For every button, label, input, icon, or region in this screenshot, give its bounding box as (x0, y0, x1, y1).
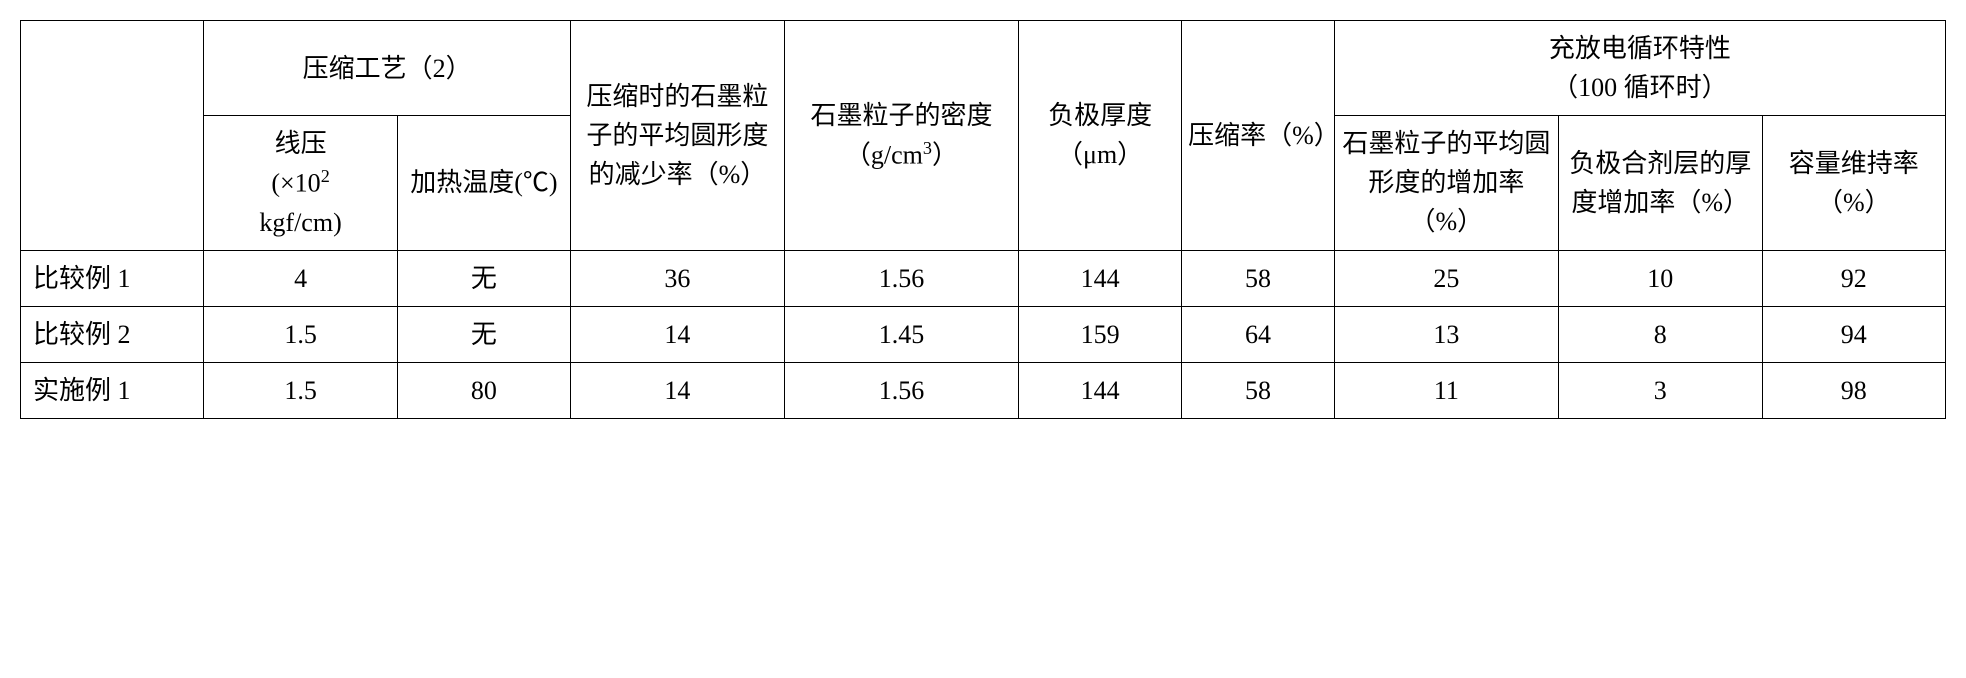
cell: 无 (397, 306, 570, 362)
cell: 10 (1558, 250, 1762, 306)
cell: 1.56 (784, 362, 1018, 418)
header-density: 石墨粒子的密度 （g/cm3） (784, 21, 1018, 251)
data-table: 压缩工艺（2） 压缩时的石墨粒子的平均圆形度的减少率（%） 石墨粒子的密度 （g… (20, 20, 1946, 419)
subheader-line-pressure-3: kgf/cm) (259, 208, 341, 237)
cell: 8 (1558, 306, 1762, 362)
subheader-circularity-increase: 石墨粒子的平均圆形度的增加率（%） (1334, 116, 1558, 251)
cell: 11 (1334, 362, 1558, 418)
table-row: 实施例 1 1.5 80 14 1.56 144 58 11 3 98 (21, 362, 1946, 418)
cell: 4 (204, 250, 398, 306)
row-label: 实施例 1 (21, 362, 204, 418)
subheader-heating-temp: 加热温度(℃) (397, 116, 570, 251)
row-label: 比较例 2 (21, 306, 204, 362)
cell: 94 (1762, 306, 1945, 362)
header-density-line2: （g/cm (845, 141, 923, 170)
header-thickness: 负极厚度（μm） (1019, 21, 1182, 251)
subheader-capacity-retention: 容量维持率（%） (1762, 116, 1945, 251)
table-body: 比较例 1 4 无 36 1.56 144 58 25 10 92 比较例 2 … (21, 250, 1946, 418)
cell: 1.45 (784, 306, 1018, 362)
cell: 144 (1019, 250, 1182, 306)
subheader-line-pressure-sup: 2 (321, 166, 330, 186)
cell: 1.56 (784, 250, 1018, 306)
cell: 159 (1019, 306, 1182, 362)
cell: 98 (1762, 362, 1945, 418)
cell: 3 (1558, 362, 1762, 418)
header-group-cycle-line2: （100 循环时） (1552, 73, 1728, 102)
header-density-sup: 3 (923, 138, 932, 158)
subheader-layer-thickness-increase: 负极合剂层的厚度增加率（%） (1558, 116, 1762, 251)
cell: 36 (570, 250, 784, 306)
cell: 58 (1182, 250, 1335, 306)
header-compress-rate: 压缩率（%） (1182, 21, 1335, 251)
header-circularity-decrease: 压缩时的石墨粒子的平均圆形度的减少率（%） (570, 21, 784, 251)
cell: 92 (1762, 250, 1945, 306)
subheader-line-pressure: 线压 (×102 kgf/cm) (204, 116, 398, 251)
cell: 14 (570, 306, 784, 362)
cell: 25 (1334, 250, 1558, 306)
cell: 1.5 (204, 362, 398, 418)
header-group-compress: 压缩工艺（2） (204, 21, 571, 116)
table-row: 比较例 1 4 无 36 1.56 144 58 25 10 92 (21, 250, 1946, 306)
cell: 58 (1182, 362, 1335, 418)
cell: 1.5 (204, 306, 398, 362)
header-group-cycle-line1: 充放电循环特性 (1549, 34, 1731, 63)
header-group-cycle: 充放电循环特性 （100 循环时） (1334, 21, 1945, 116)
header-density-line2-end: ） (932, 141, 958, 170)
cell: 13 (1334, 306, 1558, 362)
subheader-line-pressure-1: 线压 (275, 129, 327, 158)
header-blank (21, 21, 204, 251)
table-row: 比较例 2 1.5 无 14 1.45 159 64 13 8 94 (21, 306, 1946, 362)
subheader-line-pressure-2a: (×10 (271, 169, 320, 198)
cell: 80 (397, 362, 570, 418)
cell: 14 (570, 362, 784, 418)
header-row-1: 压缩工艺（2） 压缩时的石墨粒子的平均圆形度的减少率（%） 石墨粒子的密度 （g… (21, 21, 1946, 116)
cell: 144 (1019, 362, 1182, 418)
cell: 无 (397, 250, 570, 306)
cell: 64 (1182, 306, 1335, 362)
row-label: 比较例 1 (21, 250, 204, 306)
header-density-line1: 石墨粒子的密度 (810, 101, 992, 130)
